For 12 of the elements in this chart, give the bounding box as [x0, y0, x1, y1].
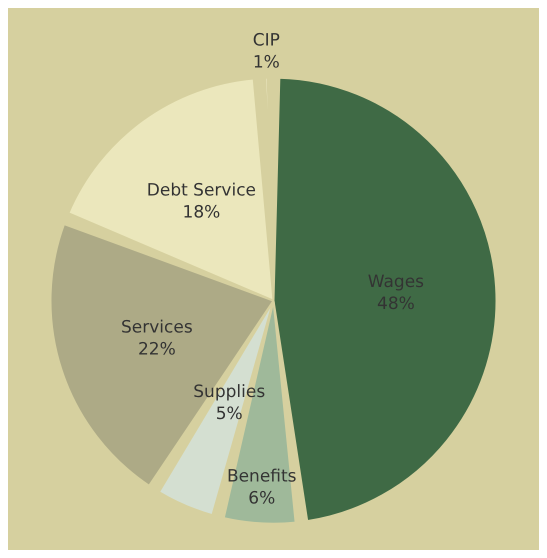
data-label: 22%: [138, 340, 176, 360]
data-label: 1%: [252, 52, 280, 72]
slice-label: CIP: [252, 30, 280, 50]
data-label: 5%: [216, 404, 243, 424]
data-label: 48%: [377, 294, 415, 314]
slice-label: Supplies: [193, 382, 266, 402]
slice-label: Wages: [368, 272, 424, 292]
slice-label: Benefits: [226, 466, 297, 487]
slice-label: Debt Service: [146, 180, 256, 200]
data-label: 6%: [248, 488, 276, 509]
data-label: 18%: [182, 202, 220, 222]
slice-label: Services: [121, 318, 193, 338]
